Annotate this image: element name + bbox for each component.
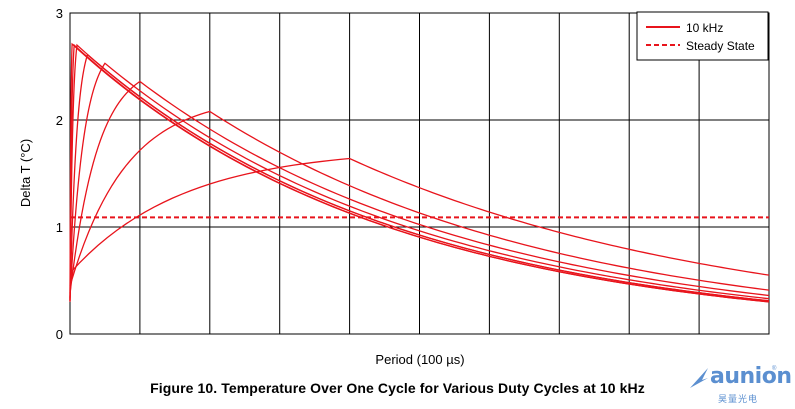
series-layer <box>69 42 770 303</box>
legend: 10 kHz Steady State <box>636 11 769 61</box>
watermark-brand: aunion <box>710 364 792 389</box>
legend-label-10khz: 10 kHz <box>686 21 723 35</box>
y-tick-labels: 0 1 2 3 <box>56 6 63 342</box>
y-tick-label-1: 1 <box>56 220 63 235</box>
y-tick-label-2: 2 <box>56 113 63 128</box>
series-line-5 <box>69 80 770 297</box>
series-line-1 <box>69 43 770 303</box>
grid-vertical <box>139 13 700 334</box>
y-tick-label-0: 0 <box>56 327 63 342</box>
series-line-4 <box>69 62 770 300</box>
watermark-logo: aunion ® 昊量光电 <box>688 362 792 408</box>
x-axis-title: Period (100 µs) <box>375 352 464 367</box>
series-line-3 <box>69 53 770 302</box>
watermark-sub: 昊量光电 <box>718 394 759 404</box>
series-line-6 <box>69 110 770 291</box>
y-tick-label-3: 3 <box>56 6 63 21</box>
y-axis-title: Delta T (°C) <box>18 139 33 207</box>
arrow-logo-icon <box>690 368 708 388</box>
chart: 0 1 2 3 Delta T (°C) Period (100 µs) 10 kHz… <box>18 6 770 367</box>
watermark-registered: ® <box>772 366 777 372</box>
legend-label-steady-state: Steady State <box>686 39 755 53</box>
legend-box <box>636 11 769 61</box>
series-line-7 <box>69 157 770 276</box>
figure-caption: Figure 10. Temperature Over One Cycle fo… <box>150 380 645 396</box>
